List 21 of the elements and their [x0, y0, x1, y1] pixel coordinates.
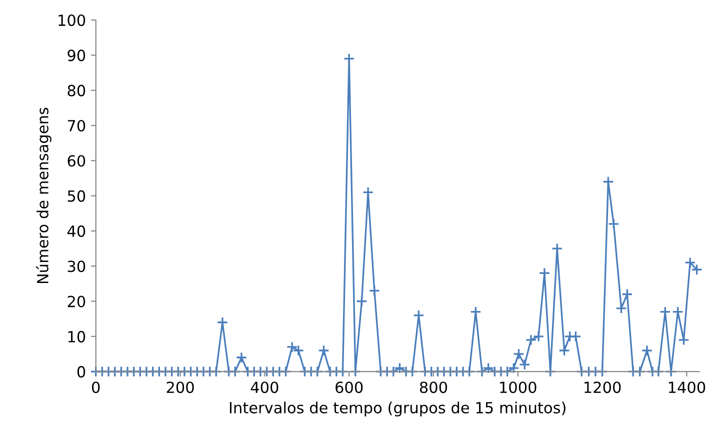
y-tick-label: 100: [58, 14, 86, 26]
x-tick-label: 600: [336, 382, 363, 394]
y-tick-label: 80: [68, 84, 86, 96]
x-axis-title: Intervalos de tempo (grupos de 15 minutos): [230, 402, 566, 416]
x-tick-label: 1000: [500, 382, 536, 394]
x-tick-label: 1200: [584, 382, 621, 394]
y-axis-title: Número de mensagens: [36, 108, 52, 284]
x-tick-label: 800: [420, 382, 448, 394]
y-tick-label: 60: [68, 155, 86, 167]
y-tick-label: 0: [77, 366, 86, 378]
y-tick-label: 10: [68, 330, 86, 342]
y-tick-label: 90: [68, 50, 86, 62]
y-tick-label: 50: [68, 190, 86, 202]
y-tick-label: 20: [68, 296, 86, 308]
x-tick-label: 1400: [668, 382, 706, 394]
y-tick-label: 40: [67, 225, 86, 237]
x-tick-label: 400: [250, 382, 278, 394]
x-tick-label: 0: [92, 382, 100, 394]
x-tick-label: 200: [166, 382, 194, 394]
y-tick-label: 30: [68, 260, 86, 272]
y-tick-label: 70: [68, 120, 86, 132]
